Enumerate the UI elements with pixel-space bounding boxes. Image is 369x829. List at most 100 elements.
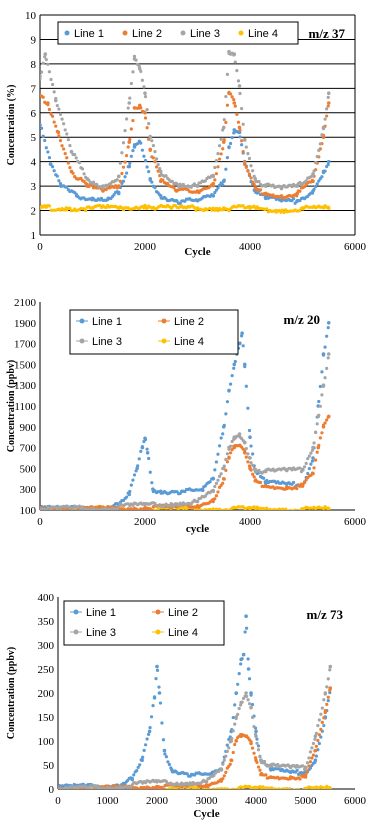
data-point bbox=[219, 152, 223, 156]
data-point bbox=[217, 474, 222, 478]
data-point bbox=[230, 758, 234, 763]
data-point bbox=[298, 189, 302, 193]
data-point bbox=[219, 779, 223, 783]
data-point bbox=[211, 476, 215, 480]
data-point bbox=[227, 389, 231, 393]
data-point bbox=[214, 494, 218, 498]
data-point bbox=[91, 180, 96, 184]
data-point bbox=[136, 464, 140, 468]
data-point bbox=[63, 152, 67, 156]
data-point bbox=[164, 755, 169, 759]
data-point bbox=[258, 768, 262, 772]
data-point bbox=[219, 767, 223, 771]
data-point bbox=[237, 672, 241, 676]
x-tick-label: 2000 bbox=[134, 241, 157, 253]
data-point bbox=[40, 74, 42, 78]
data-point bbox=[211, 500, 215, 504]
data-point bbox=[41, 134, 45, 138]
data-point bbox=[211, 507, 215, 510]
data-point bbox=[224, 770, 228, 774]
data-point bbox=[236, 79, 241, 83]
data-point bbox=[73, 153, 77, 157]
data-point bbox=[224, 457, 228, 462]
data-point bbox=[244, 626, 249, 630]
data-point bbox=[117, 505, 121, 509]
series-4 bbox=[40, 203, 331, 214]
data-point bbox=[253, 732, 258, 736]
data-point bbox=[325, 418, 329, 422]
data-point bbox=[228, 92, 233, 96]
data-point bbox=[325, 702, 329, 706]
data-point bbox=[216, 186, 220, 190]
series-2 bbox=[40, 414, 331, 510]
data-point bbox=[241, 149, 245, 154]
y-tick-label: 6 bbox=[31, 108, 37, 120]
data-point bbox=[151, 704, 155, 708]
data-point bbox=[323, 692, 327, 696]
data-point bbox=[143, 158, 148, 163]
data-point bbox=[298, 180, 302, 185]
data-point bbox=[313, 749, 317, 753]
data-point bbox=[216, 490, 220, 494]
legend-swatch bbox=[155, 629, 161, 635]
data-point bbox=[326, 91, 331, 96]
data-point bbox=[238, 91, 242, 96]
data-point bbox=[158, 166, 162, 171]
data-point bbox=[151, 156, 155, 160]
data-point bbox=[157, 691, 162, 695]
data-point bbox=[282, 787, 286, 789]
data-point bbox=[246, 151, 250, 156]
data-point bbox=[127, 140, 132, 144]
data-point bbox=[243, 441, 247, 445]
data-point bbox=[222, 423, 226, 427]
data-point bbox=[66, 161, 70, 165]
y-tick-label: 400 bbox=[38, 592, 55, 604]
data-point bbox=[239, 662, 243, 666]
data-point bbox=[208, 480, 212, 484]
data-point bbox=[157, 789, 160, 792]
data-point bbox=[249, 444, 253, 448]
data-point bbox=[325, 366, 329, 370]
data-point bbox=[74, 192, 78, 196]
data-point bbox=[312, 466, 316, 470]
y-tick-label: 10 bbox=[25, 10, 37, 22]
data-point bbox=[77, 161, 81, 165]
data-point bbox=[240, 106, 244, 111]
data-point bbox=[326, 326, 330, 330]
data-point bbox=[310, 746, 314, 750]
data-point bbox=[307, 466, 311, 471]
data-point bbox=[318, 436, 322, 440]
data-point bbox=[112, 193, 116, 197]
data-point bbox=[145, 451, 150, 455]
y-tick-label: 1900 bbox=[14, 318, 37, 330]
chart-mz37: 1 2 3 4 5 6 7 8 9 10 0 2000 4000 6000 Cycle Concentrati… bbox=[6, 10, 367, 258]
x-tick-label: 2000 bbox=[146, 795, 169, 807]
y-tick-label: 250 bbox=[38, 664, 55, 676]
data-point bbox=[125, 171, 129, 175]
data-point bbox=[147, 169, 151, 174]
data-point bbox=[145, 126, 149, 130]
data-point bbox=[41, 61, 45, 65]
data-point bbox=[217, 444, 222, 448]
data-point bbox=[58, 112, 63, 116]
data-point bbox=[251, 180, 255, 184]
y-tick-label: 100 bbox=[38, 736, 55, 748]
legend-swatch bbox=[73, 629, 79, 635]
data-point bbox=[295, 509, 298, 510]
data-point bbox=[314, 458, 318, 462]
data-point bbox=[325, 114, 329, 118]
data-point bbox=[319, 735, 323, 739]
data-point bbox=[128, 96, 132, 100]
data-point bbox=[123, 129, 127, 133]
data-point bbox=[158, 169, 163, 174]
data-point bbox=[315, 182, 319, 186]
data-point bbox=[129, 154, 133, 158]
data-point bbox=[166, 760, 170, 764]
data-point bbox=[238, 128, 242, 132]
series-2 bbox=[40, 90, 331, 200]
y-tick-label: 1 bbox=[31, 230, 37, 242]
data-point bbox=[207, 787, 211, 789]
data-point bbox=[148, 134, 152, 138]
legend-label: Line 1 bbox=[74, 28, 104, 40]
data-point bbox=[262, 760, 267, 764]
